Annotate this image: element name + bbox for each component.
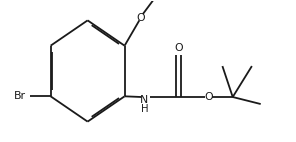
Text: O: O (136, 13, 145, 23)
Text: H: H (141, 104, 148, 114)
Text: O: O (174, 43, 183, 53)
Text: Br: Br (14, 91, 26, 101)
Text: O: O (205, 92, 213, 102)
Text: N: N (140, 95, 149, 105)
